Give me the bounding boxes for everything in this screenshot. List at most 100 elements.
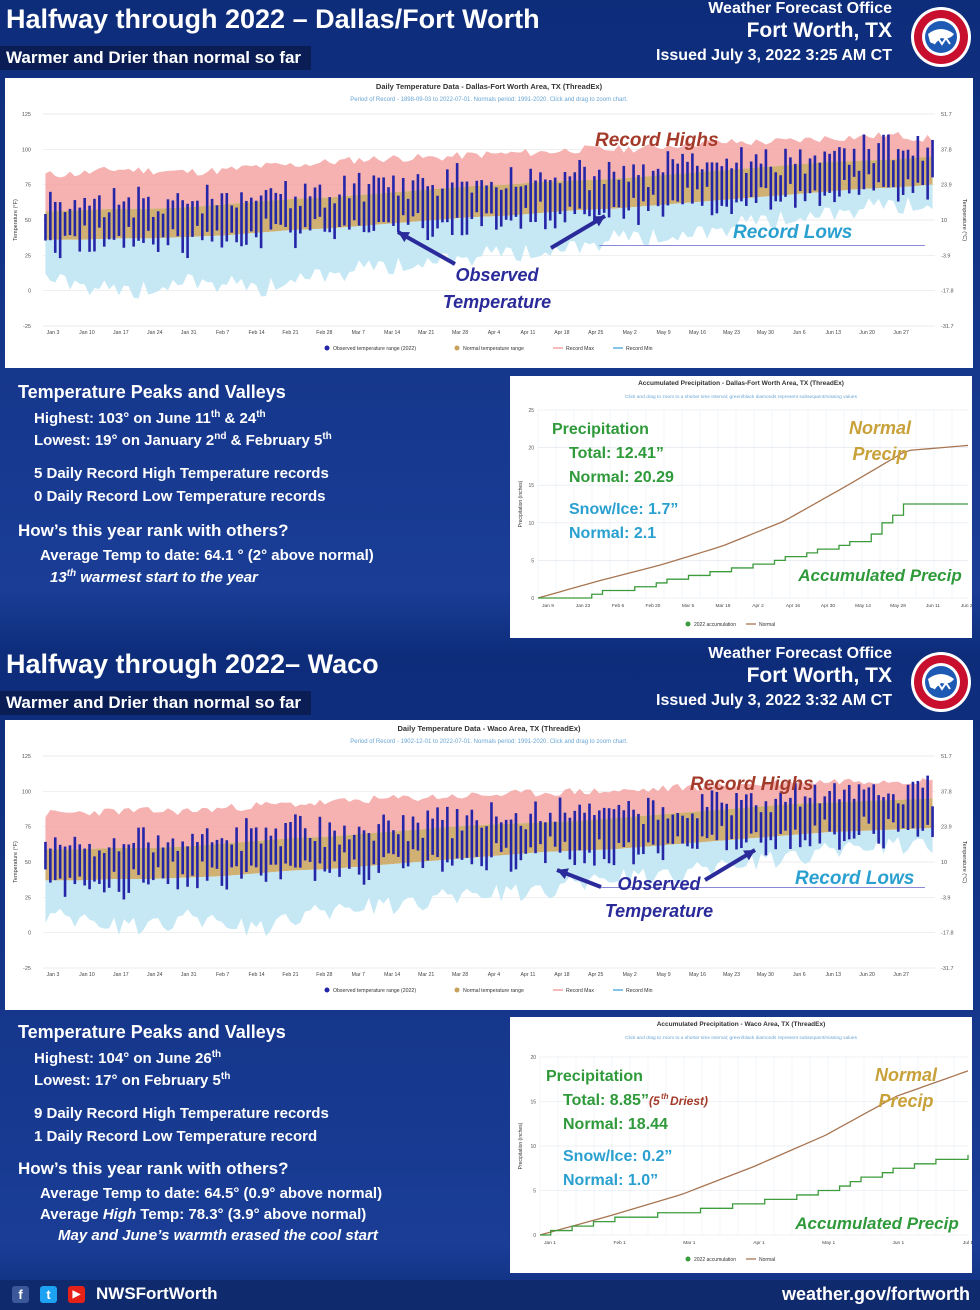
x-tick-label: Apr 16 (786, 603, 800, 609)
x-tick-label: May 30 (757, 972, 774, 978)
y-tick-label-right: -17.8 (941, 931, 954, 937)
annotation-observed: Observed (455, 265, 539, 285)
snow-total: Snow/Ice: 1.7” (569, 501, 678, 518)
chart-subtitle: Click and drag to zoom to a shorter time… (625, 394, 858, 400)
x-tick-label: Jan 17 (113, 330, 129, 336)
record-low-line: 1 Daily Record Low Temperature record (34, 1128, 318, 1145)
x-tick-label: Mar 21 (418, 330, 434, 336)
x-tick-label: Jan 24 (147, 972, 163, 978)
y-tick-label: -25 (23, 324, 31, 330)
legend-marker (324, 987, 330, 993)
annotation-precip: Precip (878, 1091, 933, 1111)
x-tick-label: May 2 (623, 330, 637, 336)
x-tick-label: Jul 1 (963, 1240, 972, 1246)
x-tick-label: Jan 10 (79, 972, 95, 978)
precip-rank: (5 (649, 1094, 660, 1108)
y-tick-label: 75 (25, 183, 31, 189)
stats-heading: Temperature Peaks and Valleys (18, 1022, 286, 1042)
social-handle[interactable]: NWSFortWorth (96, 1284, 218, 1303)
annotation-arrowhead (593, 216, 605, 227)
x-tick-label: Feb 7 (216, 972, 229, 978)
y-tick-label-right: -31.7 (941, 324, 954, 330)
x-tick-label: Jan 3 (47, 972, 60, 978)
x-tick-label: Mar 14 (384, 330, 400, 336)
annotation-arrowhead (743, 850, 755, 861)
x-tick-label: Apr 25 (588, 972, 603, 978)
x-tick-label: May 28 (890, 603, 906, 609)
y-tick-label: 25 (25, 253, 31, 259)
x-tick-label: Mar 28 (452, 972, 468, 978)
y-tick-label: 20 (530, 1055, 536, 1061)
facebook-icon[interactable]: f (12, 1286, 29, 1303)
legend-item: Normal (759, 622, 775, 628)
precip-rank-sup: th (661, 1092, 669, 1101)
y-tick-label: 10 (530, 1144, 536, 1150)
accumulation-line (540, 1154, 969, 1236)
x-tick-label: Apr 30 (821, 603, 835, 609)
x-tick-label: Jan 31 (181, 972, 197, 978)
x-tick-label: Feb 28 (316, 330, 332, 336)
x-tick-label: Apr 1 (753, 1240, 765, 1246)
x-tick-label: Mar 14 (384, 972, 400, 978)
x-tick-label: Feb 28 (316, 972, 332, 978)
highest-line: Highest: 103° on June 11th & 24th (34, 409, 266, 427)
annotation-observed: Observed (617, 874, 701, 894)
annotation-accumulated: Accumulated Precip (797, 566, 961, 585)
precip-normal: Normal: 18.44 (563, 1116, 668, 1133)
legend-marker (685, 1256, 691, 1262)
x-tick-label: May 16 (689, 972, 706, 978)
temperature-chart: Daily Temperature Data - Waco Area, TX (… (5, 720, 973, 1010)
y-axis-label: Temperature (°F) (13, 199, 19, 241)
annotation-arrowhead (557, 868, 569, 880)
rank-line: 13th warmest start to the year (50, 568, 258, 586)
y-tick-label-right: 51.7 (941, 112, 952, 118)
office-location: Fort Worth, TX (746, 664, 892, 687)
x-tick-label: Feb 21 (282, 330, 298, 336)
chart-title: Accumulated Precipitation - Dallas-Fort … (638, 380, 844, 387)
y-tick-label: 25 (25, 895, 31, 901)
x-tick-label: Mar 21 (418, 972, 434, 978)
waco-panel: Halfway through 2022– Waco Warmer and Dr… (0, 645, 980, 1275)
accumulation-line (538, 503, 968, 599)
x-tick-label: Apr 18 (554, 330, 569, 336)
x-tick-label: May 30 (757, 330, 774, 336)
website-link[interactable]: weather.gov/fortworth (781, 1284, 970, 1304)
temperature-chart-svg: Daily Temperature Data - Waco Area, TX (… (13, 724, 967, 994)
issued-time: Issued July 3, 2022 3:32 AM CT (656, 692, 892, 709)
issued-time: Issued July 3, 2022 3:25 AM CT (656, 47, 892, 64)
y-tick-label: 0 (28, 289, 31, 295)
youtube-icon[interactable]: ▶ (68, 1286, 85, 1303)
legend-item: Observed temperature range (2022) (333, 346, 416, 352)
x-tick-label: May 23 (723, 972, 740, 978)
y-tick-label: 20 (528, 446, 534, 452)
x-tick-label: Jun 25 (961, 603, 972, 609)
annotation-temperature: Temperature (605, 901, 713, 921)
y-axis-label: Temperature (°F) (13, 841, 19, 883)
x-tick-label: Jan 1 (544, 1240, 556, 1246)
y-tick-label: 125 (22, 112, 31, 118)
x-tick-label: Jun 11 (926, 603, 940, 609)
x-tick-label: Apr 11 (520, 330, 535, 336)
x-tick-label: Feb 20 (646, 603, 661, 609)
twitter-icon[interactable]: t (40, 1286, 57, 1303)
temperature-chart: Daily Temperature Data - Dallas-Fort Wor… (5, 78, 973, 368)
y-tick-label: 50 (25, 218, 31, 224)
y-tick-label: 10 (528, 521, 534, 527)
y-tick-label: 75 (25, 825, 31, 831)
legend-marker (454, 345, 460, 351)
y-axis-label: Precipitation (inches) (518, 1122, 524, 1169)
legend-item: Normal (759, 1257, 775, 1263)
y-tick-label-right: 51.7 (941, 754, 952, 760)
x-tick-label: Mar 5 (682, 603, 695, 609)
snow-total: Snow/Ice: 0.2” (563, 1148, 672, 1165)
annotation-record-highs: Record Highs (690, 774, 814, 795)
annotation-record-lows: Record Lows (795, 868, 914, 889)
note-line: May and June’s warmth erased the cool st… (58, 1227, 378, 1244)
y-tick-label: 0 (531, 596, 534, 602)
x-tick-label: May 9 (657, 330, 671, 336)
x-tick-label: May 9 (657, 972, 671, 978)
annotation-normal: Normal (849, 418, 912, 438)
x-tick-label: Jun 27 (893, 972, 909, 978)
record-high-line: 9 Daily Record High Temperature records (34, 1105, 329, 1122)
y-tick-label-right: 10 (941, 860, 947, 866)
